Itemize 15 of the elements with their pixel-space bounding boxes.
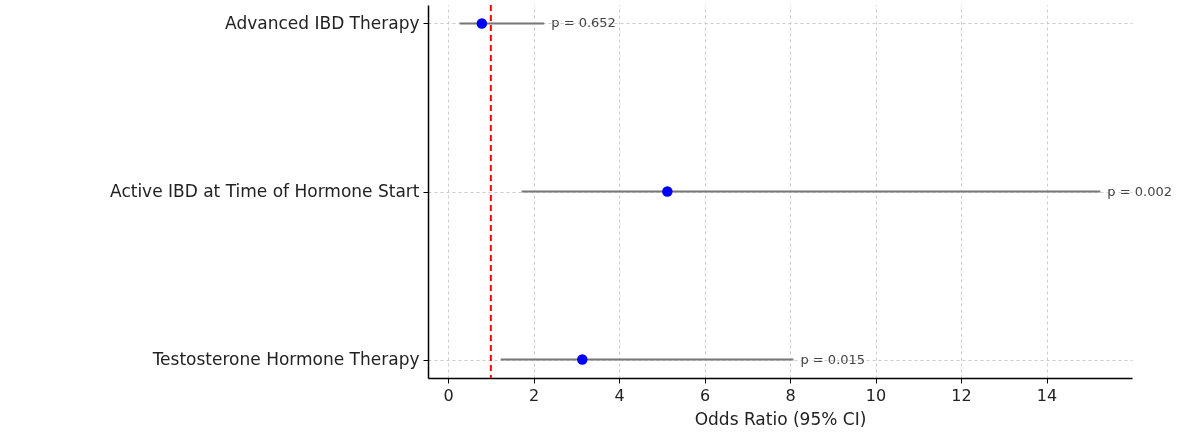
x-tick-label: 4 bbox=[614, 385, 625, 405]
x-tick-label: 8 bbox=[785, 385, 796, 405]
x-tick-label: 6 bbox=[699, 385, 711, 405]
annotation: p = 0.652 bbox=[551, 15, 616, 31]
x-axis-title: Odds Ratio (95% CI) bbox=[694, 408, 867, 429]
y-tick-label: Advanced IBD Therapy bbox=[225, 12, 420, 33]
x-tick-label: 2 bbox=[528, 385, 540, 405]
y-tick-label: Active IBD at Time of Hormone Start bbox=[110, 181, 420, 201]
annotation: p = 0.002 bbox=[1107, 183, 1173, 199]
annotation: p = 0.015 bbox=[800, 351, 866, 367]
x-tick-label: 10 bbox=[865, 385, 887, 405]
x-tick-label: 0 bbox=[443, 385, 454, 405]
y-tick-label: Testosterone Hormone Therapy bbox=[151, 349, 420, 370]
x-tick-label: 12 bbox=[951, 385, 972, 405]
x-tick-label: 14 bbox=[1036, 385, 1058, 405]
